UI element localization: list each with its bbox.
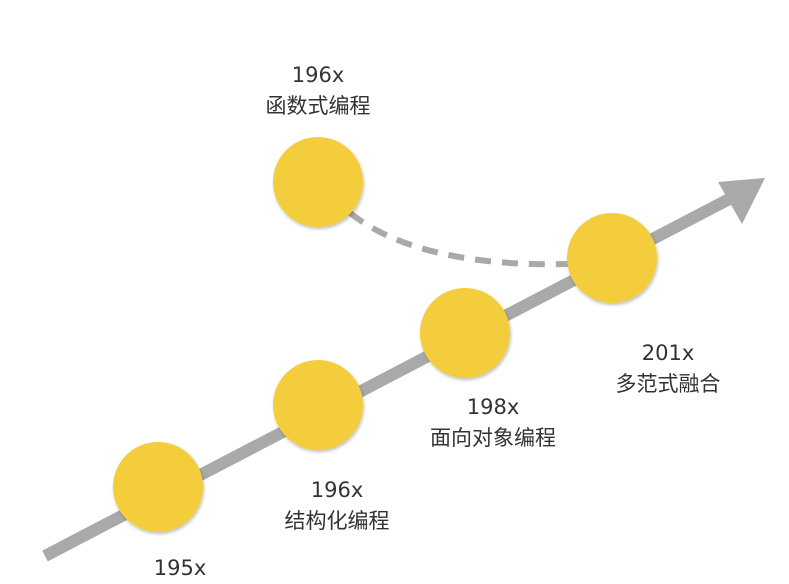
paradigm: 结构化编程 [284, 509, 390, 533]
node-195x [113, 442, 203, 532]
label-201x-multi: 201x 多范式融合 [616, 338, 721, 400]
node-201x-multi [567, 213, 657, 303]
year: 196x [310, 478, 364, 502]
year: 195x [153, 556, 207, 580]
year: 196x [291, 63, 345, 87]
paradigm: 面向对象编程 [430, 426, 556, 450]
label-198x-oop: 198x 面向对象编程 [430, 392, 556, 454]
paradigm: 函数式编程 [265, 94, 371, 118]
node-198x-oop [420, 288, 510, 378]
year: 198x [466, 395, 520, 419]
dashed-connector [348, 210, 573, 268]
label-196x-structured: 196x 结构化编程 [285, 475, 390, 537]
label-196x-functional: 196x 函数式编程 [266, 60, 371, 122]
node-196x-functional [273, 137, 363, 227]
arrow-head-icon [718, 178, 765, 224]
label-195x: 195x [154, 553, 207, 584]
node-196x-structured [273, 360, 363, 450]
year: 201x [641, 341, 695, 365]
paradigm: 多范式融合 [615, 372, 721, 396]
timeline-diagram [42, 137, 765, 562]
